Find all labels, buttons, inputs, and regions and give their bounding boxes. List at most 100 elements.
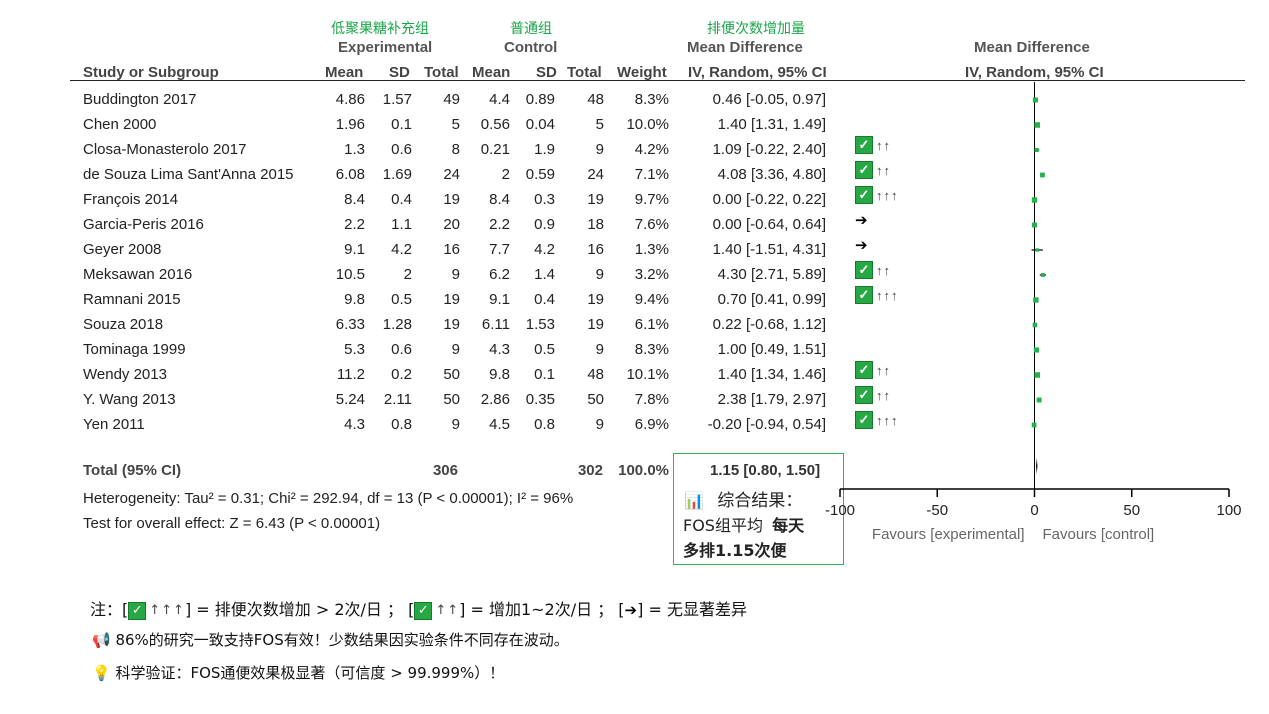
ctrl-total: 19	[587, 291, 604, 308]
ctrl-mean: 4.3	[489, 341, 510, 358]
note-line2-text: 86%的研究一致支持FOS有效！少数结果因实验条件不同存在波动。	[115, 631, 569, 649]
arrow-right-icon: ➔	[624, 601, 638, 619]
up-arrows-icon: ↑↑	[876, 387, 891, 403]
total-weight: 100.0%	[618, 462, 669, 479]
weight: 7.8%	[634, 391, 669, 408]
exp-total: 16	[443, 241, 460, 258]
ctrl-mean: 2.86	[480, 391, 510, 408]
pooled-diamond	[1036, 458, 1038, 474]
note-part3: = 无显著差异	[648, 600, 747, 619]
exp-mean: 2.2	[344, 216, 365, 233]
md-ci: 4.30 [2.71, 5.89]	[717, 266, 826, 283]
up-arrows-icon: ↑↑	[876, 162, 891, 178]
effect-rating: ✓ ↑↑	[855, 386, 891, 404]
arrow-right-icon: ➔	[855, 237, 868, 254]
mean-difference-plot-header: Mean Difference	[974, 39, 1090, 56]
estimate-square	[1033, 297, 1039, 303]
check-icon: ✓	[414, 601, 433, 620]
x-tick-label: 0	[1030, 502, 1038, 519]
exp-sd: 1.69	[382, 166, 412, 183]
ctrl-sd: 0.1	[534, 366, 555, 383]
ctrl-total: 9	[595, 416, 604, 433]
weight: 9.7%	[634, 191, 669, 208]
exp-sd: 1.1	[391, 216, 412, 233]
ctrl-sd: 0.35	[525, 391, 555, 408]
up-arrows-icon: ↑↑↑	[876, 412, 899, 428]
exp-sd: 0.6	[391, 141, 412, 158]
ctrl-total: 19	[587, 191, 604, 208]
col-sd2: SD	[536, 64, 557, 81]
ctrl-total: 19	[587, 316, 604, 333]
arrows-three-icon: ↑↑↑	[149, 603, 185, 618]
ctrl-total: 9	[595, 141, 604, 158]
exp-mean: 6.08	[335, 166, 365, 183]
summary-line2a: FOS组平均	[683, 516, 763, 535]
ctrl-total: 18	[587, 216, 604, 233]
exp-total: 19	[443, 316, 460, 333]
exp-sd: 0.8	[391, 416, 412, 433]
effect-rating: ➔	[855, 211, 868, 230]
col-total2: Total	[567, 64, 602, 81]
ctrl-mean: 2	[501, 166, 510, 183]
effect-rating: ✓ ↑↑↑	[855, 186, 899, 204]
md-ci: 0.22 [-0.68, 1.12]	[712, 316, 826, 333]
study-name: de Souza Lima Sant'Anna 2015	[83, 166, 294, 183]
exp-sd: 2.11	[383, 391, 412, 408]
note-line3-text: 科学验证：FOS通便效果极显著（可信度 > 99.999%）！	[115, 664, 505, 682]
md-ci: 2.38 [1.79, 2.97]	[717, 391, 826, 408]
exp-mean: 5.3	[344, 341, 365, 358]
weight: 9.4%	[634, 291, 669, 308]
effect-rating: ➔	[855, 236, 868, 255]
col-method: IV, Random, 95% CI	[688, 64, 827, 81]
study-name: Wendy 2013	[83, 366, 167, 383]
weight: 6.9%	[634, 416, 669, 433]
weight: 10.1%	[626, 366, 669, 383]
up-arrows-icon: ↑↑	[876, 262, 891, 278]
effect-rating: ✓ ↑↑	[855, 161, 891, 179]
mean-difference-header: Mean Difference	[687, 39, 803, 56]
ctrl-mean: 4.4	[489, 91, 510, 108]
ctrl-sd: 4.2	[534, 241, 555, 258]
effect-rating: ✓ ↑↑↑	[855, 411, 899, 429]
ctrl-mean: 7.7	[489, 241, 510, 258]
effect-rating: ✓ ↑↑	[855, 361, 891, 379]
header-rule	[70, 80, 1245, 81]
exp-mean: 8.4	[344, 191, 365, 208]
experimental-header: Experimental	[338, 39, 433, 56]
md-ci: 1.40 [-1.51, 4.31]	[712, 241, 826, 258]
md-ci: 4.08 [3.36, 4.80]	[717, 166, 826, 183]
estimate-square	[1034, 147, 1039, 153]
weight: 6.1%	[634, 316, 669, 333]
exp-sd: 4.2	[391, 241, 412, 258]
ctrl-mean: 6.11	[481, 316, 510, 333]
ctrl-mean: 0.56	[480, 116, 510, 133]
ctrl-total: 48	[587, 91, 604, 108]
up-arrows-icon: ↑↑↑	[876, 187, 899, 203]
md-ci: 0.00 [-0.64, 0.64]	[712, 216, 826, 233]
md-ci: -0.20 [-0.94, 0.54]	[707, 416, 826, 433]
estimate-square	[1032, 222, 1037, 228]
exp-sd: 0.4	[391, 191, 412, 208]
exp-sd: 2	[403, 266, 412, 283]
exp-total: 24	[443, 166, 460, 183]
experimental-cn-header: 低聚果糖补充组	[331, 20, 429, 36]
total-n1: 306	[432, 462, 458, 479]
up-arrows-icon: ↑↑	[876, 137, 891, 153]
note-prefix: 注：	[90, 600, 123, 619]
study-name: Closa-Monasterolo 2017	[83, 141, 247, 158]
ctrl-total: 50	[587, 391, 604, 408]
md-ci: 1.40 [1.34, 1.46]	[717, 366, 826, 383]
favours-left-label: Favours [experimental]	[872, 526, 1025, 543]
ctrl-mean: 4.5	[489, 416, 510, 433]
ctrl-total: 9	[595, 341, 604, 358]
exp-sd: 1.28	[382, 316, 412, 333]
ctrl-total: 16	[587, 241, 604, 258]
estimate-square	[1040, 172, 1045, 178]
md-ci: 0.46 [-0.05, 0.97]	[712, 91, 826, 108]
exp-mean: 1.96	[335, 116, 365, 133]
col-total1: Total	[424, 64, 459, 81]
lightbulb-icon: 💡	[92, 664, 111, 682]
exp-total: 9	[451, 266, 460, 283]
summary-line1: 📊 综合结果：	[684, 486, 802, 511]
exp-total: 20	[443, 216, 460, 233]
